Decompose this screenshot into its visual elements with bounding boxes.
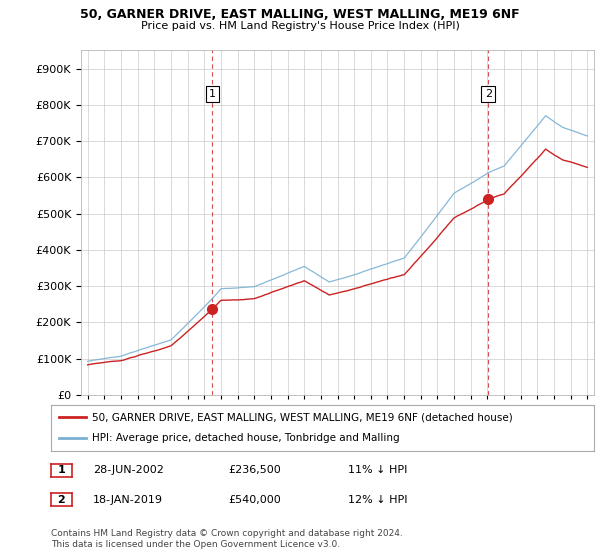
- Text: £236,500: £236,500: [228, 465, 281, 475]
- Text: 18-JAN-2019: 18-JAN-2019: [93, 494, 163, 505]
- Text: Price paid vs. HM Land Registry's House Price Index (HPI): Price paid vs. HM Land Registry's House …: [140, 21, 460, 31]
- Text: 11% ↓ HPI: 11% ↓ HPI: [348, 465, 407, 475]
- Text: 50, GARNER DRIVE, EAST MALLING, WEST MALLING, ME19 6NF: 50, GARNER DRIVE, EAST MALLING, WEST MAL…: [80, 8, 520, 21]
- Text: 1: 1: [209, 89, 216, 99]
- Text: 1: 1: [58, 465, 65, 475]
- Text: 2: 2: [58, 494, 65, 505]
- Text: £540,000: £540,000: [228, 494, 281, 505]
- Text: Contains HM Land Registry data © Crown copyright and database right 2024.: Contains HM Land Registry data © Crown c…: [51, 529, 403, 538]
- Text: HPI: Average price, detached house, Tonbridge and Malling: HPI: Average price, detached house, Tonb…: [92, 433, 400, 444]
- Text: 50, GARNER DRIVE, EAST MALLING, WEST MALLING, ME19 6NF (detached house): 50, GARNER DRIVE, EAST MALLING, WEST MAL…: [92, 412, 512, 422]
- Text: 12% ↓ HPI: 12% ↓ HPI: [348, 494, 407, 505]
- Text: 2: 2: [485, 89, 492, 99]
- Text: 28-JUN-2002: 28-JUN-2002: [93, 465, 164, 475]
- Text: This data is licensed under the Open Government Licence v3.0.: This data is licensed under the Open Gov…: [51, 540, 340, 549]
